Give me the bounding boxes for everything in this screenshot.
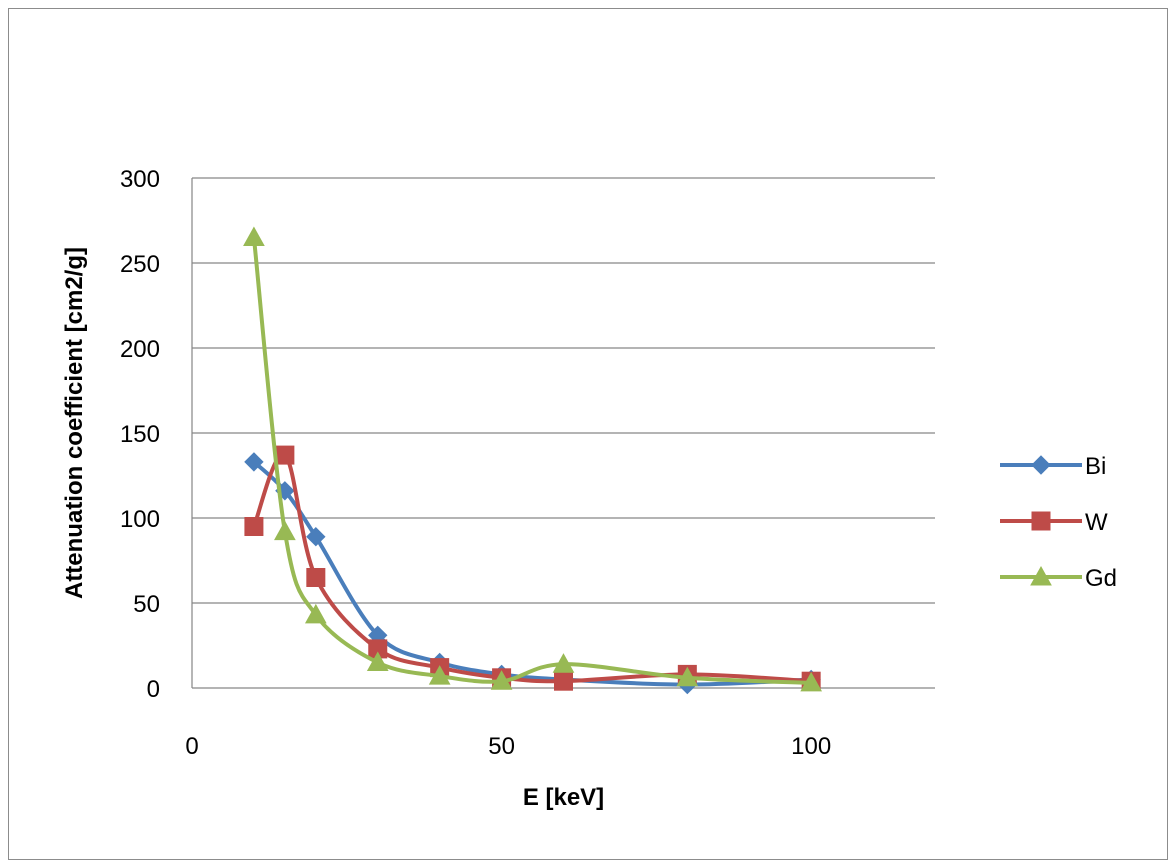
legend-item-w: W <box>1000 509 1108 536</box>
point-bi <box>306 526 326 547</box>
legend-item-gd: Gd <box>1000 565 1117 592</box>
x-tick-label: 0 <box>185 733 198 760</box>
y-tick-label: 100 <box>120 506 160 533</box>
gridlines <box>192 177 935 604</box>
point-gd <box>243 226 265 246</box>
y-tick-labels: 0 50 100 150 200 250 300 <box>120 166 160 703</box>
x-tick-label: 50 <box>488 733 515 760</box>
series-group <box>243 226 823 695</box>
point-w <box>244 517 264 536</box>
y-tick-label: 50 <box>133 591 160 618</box>
y-tick-label: 200 <box>120 336 160 363</box>
series-gd <box>243 226 823 692</box>
point-gd <box>676 666 699 687</box>
x-tick-labels: 0 50 100 <box>185 733 831 760</box>
point-gd <box>552 653 575 673</box>
point-gd <box>274 520 296 541</box>
point-gd <box>366 651 389 671</box>
point-bi <box>244 452 264 472</box>
legend-label-gd: Gd <box>1085 565 1117 592</box>
point-gd <box>490 670 513 690</box>
legend: Bi W Gd <box>1000 453 1117 592</box>
y-tick-label: 150 <box>120 421 160 448</box>
legend-label-w: W <box>1085 509 1108 536</box>
y-axis-title: Attenuation coefficient [cm2/g] <box>61 247 88 599</box>
series-bi <box>244 452 821 695</box>
legend-label-bi: Bi <box>1085 453 1106 480</box>
series-line-w <box>252 452 812 684</box>
point-w <box>306 568 326 587</box>
legend-marker-bi <box>1031 455 1051 475</box>
x-tick-label: 100 <box>791 733 831 760</box>
series-line-bi <box>252 460 812 687</box>
y-tick-label: 300 <box>120 166 160 193</box>
chart-frame <box>8 8 1168 860</box>
series-line-gd <box>251 237 812 685</box>
point-gd <box>800 671 823 692</box>
point-gd <box>304 603 327 624</box>
point-gd <box>428 665 451 685</box>
legend-item-bi: Bi <box>1000 453 1106 480</box>
y-tick-label: 0 <box>147 676 160 703</box>
series-w <box>244 445 821 691</box>
y-tick-label: 250 <box>120 251 160 278</box>
legend-marker-w <box>1031 511 1051 531</box>
point-w <box>554 671 573 691</box>
point-w <box>275 445 295 465</box>
x-axis-title: E [keV] <box>523 784 604 811</box>
legend-marker-gd <box>1030 565 1052 586</box>
